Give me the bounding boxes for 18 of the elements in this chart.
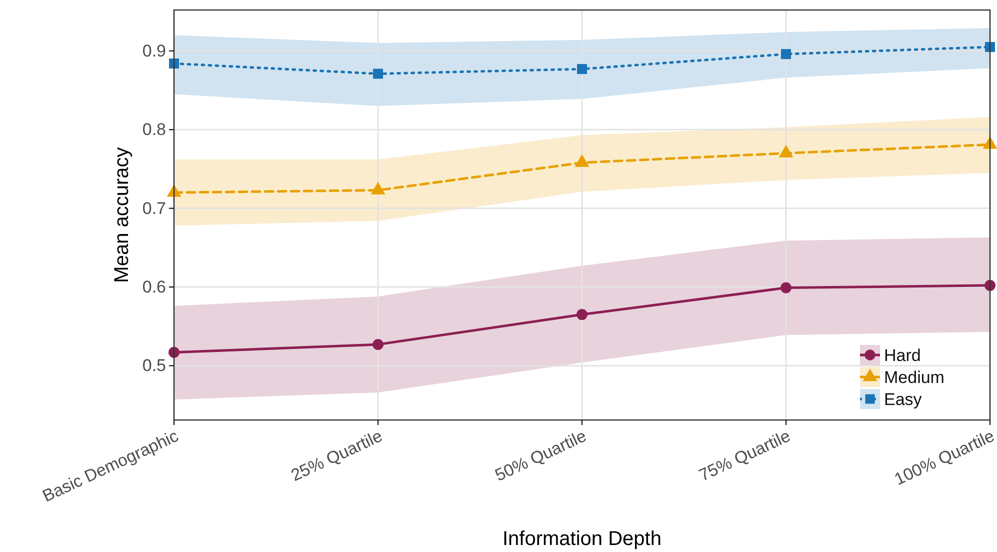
y-tick-label: 0.9 [142, 41, 166, 60]
point [576, 309, 588, 320]
point [780, 282, 792, 294]
point [169, 58, 179, 69]
x-axis-title: Information Depth [502, 528, 662, 550]
point [577, 64, 587, 74]
legend-label: Hard [884, 346, 921, 365]
y-tick-label: 0.5 [142, 356, 166, 376]
point [781, 49, 791, 60]
point [372, 338, 384, 350]
legend-label: Medium [884, 368, 944, 387]
point [373, 68, 383, 79]
legend-label: Easy [884, 390, 922, 409]
y-tick-label: 0.8 [142, 120, 166, 140]
y-tick-label: 0.6 [142, 277, 166, 296]
y-axis-title: Mean accuracy [111, 147, 133, 283]
y-tick-label: 0.7 [142, 198, 166, 218]
point [985, 42, 995, 52]
